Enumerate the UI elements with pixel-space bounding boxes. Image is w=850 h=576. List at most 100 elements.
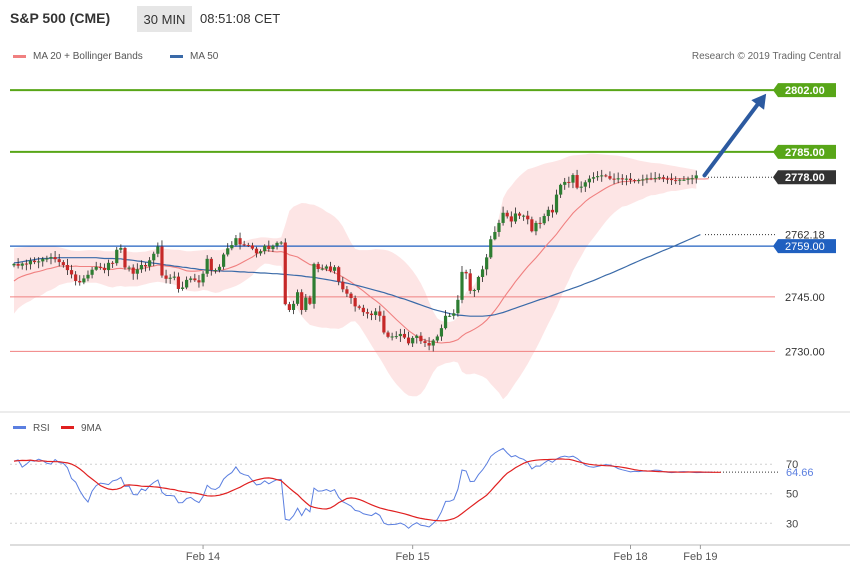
candle-body bbox=[345, 289, 349, 294]
candle-body bbox=[74, 274, 78, 281]
candle-body bbox=[28, 260, 33, 265]
candle-body bbox=[624, 178, 628, 180]
candle-body bbox=[127, 267, 131, 269]
candle-body bbox=[41, 258, 45, 262]
candle-body bbox=[522, 215, 526, 217]
candle-body bbox=[501, 212, 505, 223]
candle-body bbox=[291, 303, 296, 310]
candle-body bbox=[489, 239, 493, 258]
candle-body bbox=[604, 175, 608, 177]
rsi-legend-9MA: 9MA bbox=[81, 423, 102, 434]
candle-body bbox=[86, 274, 90, 279]
candle-body bbox=[530, 219, 534, 232]
candle-body bbox=[78, 280, 82, 283]
candle-body bbox=[678, 179, 682, 181]
candle-body bbox=[583, 182, 587, 187]
rsi-line bbox=[13, 447, 713, 529]
candle-body bbox=[402, 333, 407, 338]
candle-body bbox=[661, 177, 665, 179]
price-tag-bg-2759.00 bbox=[773, 239, 836, 254]
candle-body bbox=[460, 271, 464, 300]
candle-body bbox=[82, 278, 86, 283]
candle-body bbox=[382, 315, 386, 333]
candle-body bbox=[468, 273, 472, 291]
candle-body bbox=[230, 245, 234, 249]
ma20-swatch bbox=[13, 55, 26, 58]
legend-ma50: MA 50 bbox=[170, 51, 218, 62]
candle-body bbox=[312, 263, 316, 304]
candle-body bbox=[559, 184, 563, 195]
candle-body bbox=[300, 292, 304, 310]
candle-body bbox=[143, 265, 148, 267]
candle-body bbox=[493, 231, 497, 240]
candle-body bbox=[193, 278, 197, 281]
candle-body bbox=[464, 271, 468, 274]
legend-ma50-label: MA 50 bbox=[190, 51, 219, 62]
candle-body bbox=[65, 265, 70, 271]
candle-body bbox=[398, 333, 402, 337]
instrument-title: S&P 500 (CME) bbox=[10, 10, 111, 26]
candle-body bbox=[24, 263, 28, 265]
candle-body bbox=[32, 260, 37, 263]
candle-body bbox=[254, 248, 259, 254]
candle-body bbox=[517, 213, 522, 216]
candle-body bbox=[554, 194, 559, 213]
candle-body bbox=[246, 245, 250, 247]
x-label-Feb 15: Feb 15 bbox=[396, 551, 430, 563]
candle-body bbox=[152, 253, 156, 261]
candle-body bbox=[390, 336, 394, 338]
price-tag-2762.18: 2762.18 bbox=[785, 230, 825, 242]
candle-body bbox=[139, 265, 144, 270]
interval-button[interactable]: 30 MIN bbox=[137, 6, 192, 32]
candle-body bbox=[682, 179, 686, 181]
ma50-line bbox=[13, 234, 701, 317]
candle-body bbox=[657, 177, 661, 179]
candle-body bbox=[637, 180, 641, 182]
candle-body bbox=[279, 242, 283, 244]
candle-body bbox=[123, 247, 127, 268]
legend-ma20-label: MA 20 + Bollinger Bands bbox=[33, 51, 143, 62]
candle-body bbox=[271, 245, 275, 250]
candle-body bbox=[115, 249, 119, 264]
candle-body bbox=[308, 297, 312, 304]
candle-body bbox=[542, 216, 546, 224]
candle-body bbox=[168, 277, 172, 279]
candle-body bbox=[406, 337, 411, 344]
candles bbox=[12, 169, 698, 352]
rsi-last-value: 64.66 bbox=[786, 467, 814, 479]
candle-body bbox=[295, 292, 300, 304]
ma50-swatch bbox=[170, 55, 183, 58]
price-tag-2785.00: 2785.00 bbox=[785, 147, 825, 159]
candle-body bbox=[357, 306, 361, 308]
candle-body bbox=[37, 261, 41, 263]
candle-body bbox=[571, 175, 575, 183]
candle-body bbox=[53, 257, 57, 260]
candle-body bbox=[201, 273, 205, 283]
candle-body bbox=[324, 266, 328, 269]
candle-body bbox=[591, 177, 596, 179]
candle-body bbox=[600, 175, 604, 177]
candle-body bbox=[641, 179, 645, 181]
candle-body bbox=[653, 177, 657, 179]
rsi-tick-70: 70 bbox=[786, 459, 798, 471]
candle-body bbox=[587, 178, 591, 183]
candle-body bbox=[222, 254, 226, 267]
candle-body bbox=[365, 312, 370, 314]
candle-body bbox=[316, 263, 320, 269]
candle-body bbox=[94, 266, 98, 270]
candle-body bbox=[20, 263, 24, 266]
candle-body bbox=[209, 258, 213, 271]
rsi-tick-30: 30 bbox=[786, 518, 798, 530]
candle-body bbox=[61, 262, 65, 266]
candle-body bbox=[448, 315, 452, 317]
candle-body bbox=[217, 266, 222, 271]
chart-header: S&P 500 (CME) 30 MIN 08:51:08 CET bbox=[0, 0, 850, 38]
candle-body bbox=[328, 266, 333, 271]
candle-body bbox=[628, 178, 633, 181]
candle-body bbox=[694, 175, 698, 179]
candle-body bbox=[579, 186, 583, 188]
candle-body bbox=[320, 268, 324, 270]
candle-body bbox=[69, 270, 74, 275]
candle-body bbox=[267, 245, 271, 250]
